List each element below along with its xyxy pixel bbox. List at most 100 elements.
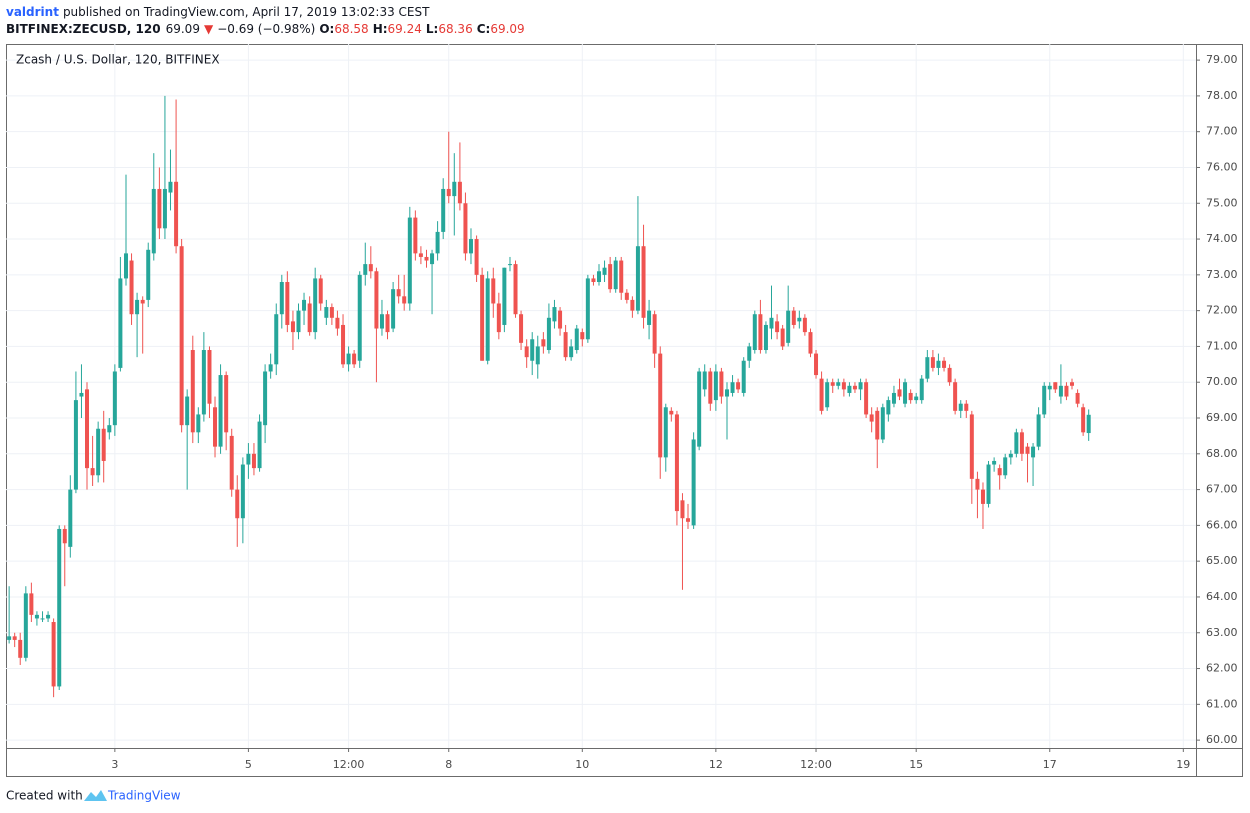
- candle-body: [552, 307, 557, 322]
- candle-body: [697, 371, 702, 447]
- candle-body: [346, 353, 351, 365]
- candle-body: [1008, 453, 1013, 458]
- author[interactable]: valdrint: [6, 5, 59, 19]
- candle-body: [96, 428, 101, 476]
- candle-body: [485, 278, 490, 361]
- candle-body: [135, 299, 140, 315]
- y-tick-label: 72.00: [1206, 304, 1238, 317]
- candle-body: [452, 181, 457, 197]
- candle-body: [641, 246, 646, 318]
- candle-body: [168, 181, 173, 193]
- candle-body: [524, 346, 529, 358]
- candle-body: [658, 353, 663, 458]
- candle-body: [713, 371, 718, 401]
- candle-body: [146, 249, 151, 300]
- candle-body: [814, 353, 819, 376]
- candle-body: [296, 310, 301, 333]
- arrow: ▼: [204, 22, 214, 36]
- low-label: L:: [426, 22, 438, 36]
- candle-body: [151, 188, 156, 254]
- candle-body: [780, 328, 785, 347]
- candle-body: [379, 314, 384, 329]
- high-label: H:: [373, 22, 388, 36]
- chart-frame: [6, 44, 1243, 777]
- candle-body: [686, 518, 691, 522]
- x-tick-label: 19: [1176, 758, 1190, 771]
- candle-body: [691, 439, 696, 526]
- x-tick-label: 12:00: [800, 758, 832, 771]
- candle-body: [213, 407, 218, 447]
- brand-logo[interactable]: [84, 790, 107, 801]
- candle-body: [569, 346, 574, 358]
- candle-body: [808, 332, 813, 354]
- candle-body: [758, 314, 763, 351]
- candle-body: [268, 364, 273, 372]
- candle-body: [875, 410, 880, 440]
- candle-body: [402, 296, 407, 304]
- candle-body: [630, 299, 635, 311]
- y-tick-label: 65.00: [1206, 554, 1238, 567]
- candle-body: [730, 382, 735, 393]
- x-tick-label: 5: [245, 758, 252, 771]
- publish-line: valdrint published on TradingView.com, Ap…: [6, 5, 430, 19]
- candle-body: [162, 188, 167, 229]
- candle-body: [51, 622, 56, 687]
- candle-body: [179, 246, 184, 426]
- high: 69.24: [388, 22, 422, 36]
- candle-body: [229, 435, 234, 490]
- candle-body: [352, 353, 357, 365]
- y-tick-label: 76.00: [1206, 160, 1238, 173]
- candle-body: [736, 382, 741, 390]
- candle-body: [446, 188, 451, 197]
- candle-body: [1003, 457, 1008, 476]
- candle-body: [12, 636, 17, 640]
- y-tick-label: 61.00: [1206, 697, 1238, 710]
- candle-body: [997, 468, 1002, 476]
- candle-body: [914, 396, 919, 401]
- candle-body: [413, 217, 418, 254]
- candle-body: [240, 464, 245, 519]
- candle-body: [302, 299, 307, 311]
- candle-body: [763, 324, 768, 351]
- candle-body: [986, 464, 991, 504]
- candle-body: [251, 453, 256, 469]
- candle-body: [864, 382, 869, 415]
- candle-body: [491, 278, 496, 304]
- y-tick-label: 71.00: [1206, 339, 1238, 352]
- candle-body: [969, 414, 974, 479]
- candle-body: [980, 489, 985, 504]
- candle-body: [329, 307, 334, 318]
- footer-brand[interactable]: TradingView: [107, 789, 181, 803]
- candle-body: [73, 400, 78, 490]
- candle-body: [62, 528, 67, 544]
- candle-body: [725, 389, 730, 397]
- x-tick-label: 3: [111, 758, 118, 771]
- candle-body: [507, 264, 512, 266]
- open: 68.58: [334, 22, 368, 36]
- candle-body: [190, 350, 195, 433]
- candle-body: [157, 188, 162, 229]
- candle-body: [652, 314, 657, 354]
- candle-body: [290, 321, 295, 333]
- y-tick-label: 60.00: [1206, 733, 1238, 746]
- candle-body: [930, 357, 935, 368]
- candle-body: [129, 260, 134, 315]
- candle-body: [869, 414, 874, 422]
- candle-body: [368, 264, 373, 272]
- quote-line: BITFINEX:ZECUSD, 120 69.09 ▼ −0.69 (−0.98%)…: [6, 22, 525, 36]
- candle-body: [674, 414, 679, 512]
- candle-body: [318, 278, 323, 304]
- low: 68.36: [438, 22, 472, 36]
- candle-body: [1042, 385, 1047, 415]
- candle-body: [797, 317, 802, 322]
- candle-body: [23, 593, 28, 658]
- candle-body: [635, 246, 640, 311]
- open-label: O:: [319, 22, 334, 36]
- candle-body: [752, 314, 757, 351]
- candle-body: [1019, 432, 1024, 454]
- candle-body: [285, 282, 290, 325]
- candle-body: [513, 264, 518, 315]
- candle-body: [802, 317, 807, 333]
- candle-body: [608, 264, 613, 290]
- x-tick-label: 12:00: [333, 758, 365, 771]
